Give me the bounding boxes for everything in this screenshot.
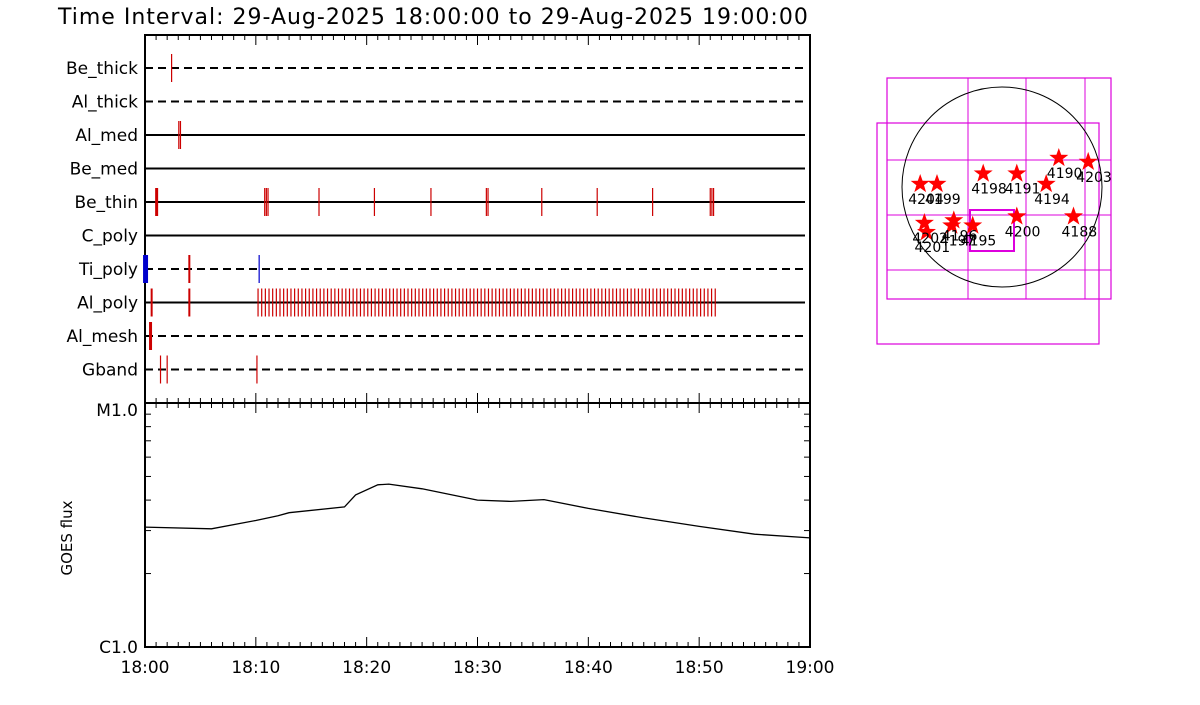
active-region-star [944,210,964,229]
goes-flux-curve [144,483,811,539]
goes-ticks [144,402,811,648]
x-tick-label: 18:00 [121,658,170,678]
channel-label: Be_med [70,160,138,180]
active-region-star [917,222,936,241]
fov-box-lower [876,122,1100,345]
active-region-label: 4197 [940,234,976,250]
active-region-label: 4190 [1047,166,1083,182]
channel-labels: Be_thick Al_thick Al_med Be_med Be_thin C_pol… [66,59,138,381]
x-tick-label: 18:20 [342,658,391,678]
channel-label: C_poly [82,227,138,247]
active-region-star [1078,151,1098,170]
active-region-label: 4199 [925,192,961,208]
channel-baselines [145,67,805,371]
goes-frame [144,402,811,648]
active-region-star [1064,206,1083,225]
channel-label: Be_thick [66,59,138,79]
time-interval-title: Time Interval: 29-Aug-2025 18:00:00 to 2… [57,5,809,30]
goes-ylabel: GOES flux [58,500,76,575]
active-region-star [914,213,934,232]
x-tick-label: 18:50 [675,658,724,678]
y-tick-top: M1.0 [96,401,138,421]
active-region-label: 4201 [915,240,951,256]
channel-label: Al_poly [77,294,138,314]
x-tick-label: 18:10 [231,658,280,678]
active-region-label: 4202 [912,231,948,247]
event-timeline-panel: Be_thick Al_thick Al_med Be_med Be_thin C_pol… [66,34,811,404]
solar-disk [901,86,1103,288]
channel-label: Al_med [75,126,138,146]
fov-box-outer [886,77,1112,300]
channel-label: Ti_poly [78,260,138,280]
active-region-label: 4204 [908,192,944,208]
x-tick-label: 18:30 [453,658,502,678]
active-region-star [1007,163,1027,182]
active-region-label: 4188 [1062,225,1098,241]
active-region-label: 4196 [942,228,978,244]
active-region-label: 4198 [971,182,1007,198]
channel-label: Gband [82,361,138,381]
x-tick-label: 18:40 [564,658,613,678]
channel-label: Al_thick [72,93,138,113]
y-tick-bottom: C1.0 [99,638,138,658]
active-region-star [973,163,993,182]
active-region-star [1049,148,1069,167]
active-region-star [1036,174,1056,193]
x-tick-labels: 18:00 18:10 18:20 18:30 18:40 18:50 19:00 [121,658,835,678]
timeline-frame [144,34,811,404]
channel-events [143,54,716,384]
active-region-star [1007,206,1027,225]
active-region-star [910,174,930,193]
active-region-label: 4200 [1005,225,1041,241]
active-region-label: 4194 [1034,192,1070,208]
channel-label: Al_mesh [66,327,138,347]
active-region-label: 4195 [961,234,997,250]
active-region-markers [910,148,1098,241]
channel-label: Be_thin [74,193,138,213]
active-region-star [927,174,947,193]
timeline-ticks [144,35,811,403]
active-region-star [963,215,983,234]
goes-flux-panel: M1.0 C1.0 GOES flux 18:00 18:10 18:20 18:30… [58,401,835,678]
x-tick-label: 19:00 [786,658,835,678]
active-region-label: 4203 [1076,170,1112,186]
active-region-label: 4191 [1005,182,1041,198]
